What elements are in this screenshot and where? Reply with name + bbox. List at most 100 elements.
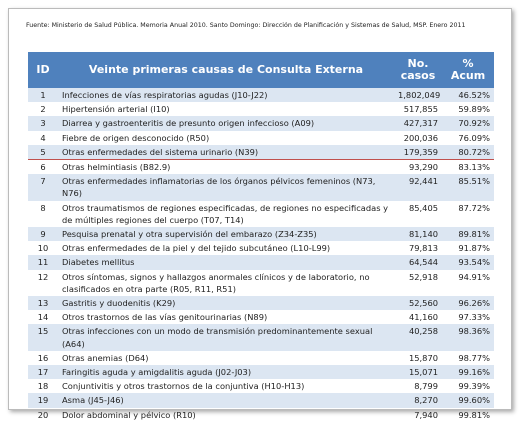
cumulative-cell: 96.26% — [442, 296, 494, 311]
cases-cell: 41,160 — [408, 312, 438, 323]
table-row: 5 Otras enfermedades del sistema urinario… — [28, 144, 494, 161]
cases-cell: 7,940 — [414, 409, 438, 420]
source-note: Fuente: Ministerio de Salud Pública. Mem… — [26, 22, 466, 29]
id-cell: 17 — [28, 365, 58, 380]
table-row: 15 Otras infecciones con un modo de trans… — [28, 324, 494, 351]
id-cell: 13 — [28, 296, 58, 311]
cases-cell: 85,405 — [408, 202, 438, 213]
cause-cell: Infecciones de vías respiratorias agudas… — [58, 88, 394, 103]
cumulative-cell: 89.81% — [442, 227, 494, 242]
cases-cell: 52,560 — [394, 296, 442, 311]
cause-cell: Diabetes mellitus — [58, 255, 394, 270]
table-row: 8 Otros traumatismos de regiones especifi… — [28, 201, 494, 227]
cause-cell: Otras helmintiasis (B82.9) — [62, 162, 171, 173]
cumulative-cell: 85.51% — [442, 174, 494, 201]
id-cell: 15 — [28, 324, 58, 351]
cumulative-cell: 97.33% — [458, 312, 490, 323]
cause-cell: Dolor abdominal y pélvico (R10) — [62, 409, 196, 420]
cause-cell: Gastritis y duodenitis (K29) — [58, 296, 394, 311]
cases-cell: 93,290 — [408, 162, 438, 173]
id-cell: 8 — [40, 202, 46, 213]
id-cell: 11 — [28, 255, 58, 270]
id-cell: 1 — [28, 88, 58, 103]
table-row: 10 Otras enfermedades de la piel y del te… — [28, 241, 494, 255]
table-body: 1 Infecciones de vías respiratorias aguda… — [28, 88, 494, 422]
cases-cell: 517,855 — [403, 104, 438, 115]
cause-cell: Conjuntivitis y otros trastornos de la c… — [62, 381, 305, 392]
cumulative-cell: 99.60% — [442, 393, 494, 408]
table-row: 6 Otras helmintiasis (B82.9) 93,290 83.13% — [28, 160, 494, 175]
cumulative-cell: 70.92% — [442, 116, 494, 131]
cases-cell: 92,441 — [394, 174, 442, 201]
cumulative-cell: 99.16% — [442, 365, 494, 380]
table-row: 11 Diabetes mellitus 64,544 93.54% — [28, 255, 494, 270]
table-row: 7 Otras enfermedades inflamatorias de los… — [28, 174, 494, 201]
table-row: 14 Otros trastornos de las vías genitouri… — [28, 310, 494, 324]
table-row: 13 Gastritis y duodenitis (K29) 52,560 96.2… — [28, 296, 494, 311]
id-cell: 5 — [28, 144, 58, 161]
table-row: 16 Otras anemias (D64) 15,870 98.77% — [28, 351, 494, 365]
cause-cell: Otros trastornos de las vías genitourina… — [62, 312, 268, 323]
table-row: 4 Fiebre de origen desconocido (R50) 200,0… — [28, 131, 494, 145]
cumulative-cell: 94.91% — [458, 271, 490, 282]
cases-cell: 1,802,049 — [394, 88, 442, 103]
cumulative-cell: 46.52% — [442, 88, 494, 103]
id-cell: 7 — [28, 174, 58, 201]
cumulative-cell: 59.89% — [458, 104, 490, 115]
table-row: 19 Asma (J45-J46) 8,270 99.60% — [28, 393, 494, 408]
header-cumulative: % Acum — [442, 52, 494, 88]
cause-cell: Otras enfermedades del sistema urinario … — [58, 144, 394, 161]
cases-cell: 427,317 — [394, 116, 442, 131]
cumulative-cell: 98.36% — [442, 324, 494, 351]
cause-cell: Asma (J45-J46) — [58, 393, 394, 408]
cause-cell: Diarrea y gastroenteritis de presunto or… — [58, 116, 394, 131]
cause-cell: Hipertensión arterial (I10) — [62, 104, 170, 115]
cumulative-cell: 83.13% — [458, 162, 490, 173]
table-row: 1 Infecciones de vías respiratorias aguda… — [28, 88, 494, 103]
cases-cell: 79,813 — [408, 243, 438, 254]
cases-cell: 179,359 — [394, 144, 442, 161]
table-row: 12 Otros síntomas, signos y hallazgos ano… — [28, 270, 494, 296]
header-cases: No. casos — [394, 52, 442, 88]
cause-cell: Otras infecciones con un modo de transmi… — [58, 324, 394, 351]
id-cell: 20 — [37, 409, 49, 420]
header-id: ID — [28, 52, 58, 88]
id-cell: 16 — [37, 352, 49, 363]
cause-cell: Otras enfermedades inflamatorias de los … — [58, 174, 394, 201]
cases-cell: 15,870 — [408, 352, 438, 363]
cumulative-cell: 80.72% — [442, 144, 494, 161]
id-cell: 18 — [37, 381, 49, 392]
cause-cell: Otros síntomas, signos y hallazgos anorm… — [62, 271, 370, 294]
table-row: 9 Pesquisa prenatal y otra supervisión de… — [28, 227, 494, 242]
cause-cell: Otras enfermedades de la piel y del teji… — [62, 243, 331, 254]
cause-cell: Fiebre de origen desconocido (R50) — [62, 132, 210, 143]
table-row: 3 Diarrea y gastroenteritis de presunto o… — [28, 116, 494, 131]
cases-cell: 64,544 — [394, 255, 442, 270]
table-row: 17 Faringitis aguda y amigdalitis aguda (… — [28, 365, 494, 380]
id-cell: 12 — [37, 271, 49, 282]
id-cell: 14 — [37, 312, 49, 323]
cumulative-cell: 76.09% — [458, 132, 490, 143]
header-row: ID Veinte primeras causas de Consulta Ext… — [28, 52, 494, 88]
id-cell: 9 — [28, 227, 58, 242]
cumulative-cell: 87.72% — [458, 202, 490, 213]
cause-cell: Otros traumatismos de regiones especific… — [62, 202, 389, 225]
cause-cell: Pesquisa prenatal y otra supervisión del… — [58, 227, 394, 242]
cases-cell: 52,918 — [408, 271, 438, 282]
id-cell: 19 — [28, 393, 58, 408]
id-cell: 4 — [40, 132, 46, 143]
cumulative-cell: 99.81% — [458, 409, 490, 420]
cases-cell: 15,071 — [394, 365, 442, 380]
cases-cell: 8,270 — [394, 393, 442, 408]
id-cell: 2 — [40, 104, 46, 115]
cumulative-cell: 91.87% — [458, 243, 490, 254]
id-cell: 3 — [28, 116, 58, 131]
cases-cell: 40,258 — [394, 324, 442, 351]
table-row: 20 Dolor abdominal y pélvico (R10) 7,940 99… — [28, 408, 494, 422]
cumulative-cell: 99.39% — [458, 381, 490, 392]
id-cell: 10 — [37, 243, 49, 254]
cases-cell: 200,036 — [403, 132, 438, 143]
header-cause: Veinte primeras causas de Consulta Exter… — [58, 52, 394, 88]
cause-cell: Faringitis aguda y amigdalitis aguda (J0… — [58, 365, 394, 380]
